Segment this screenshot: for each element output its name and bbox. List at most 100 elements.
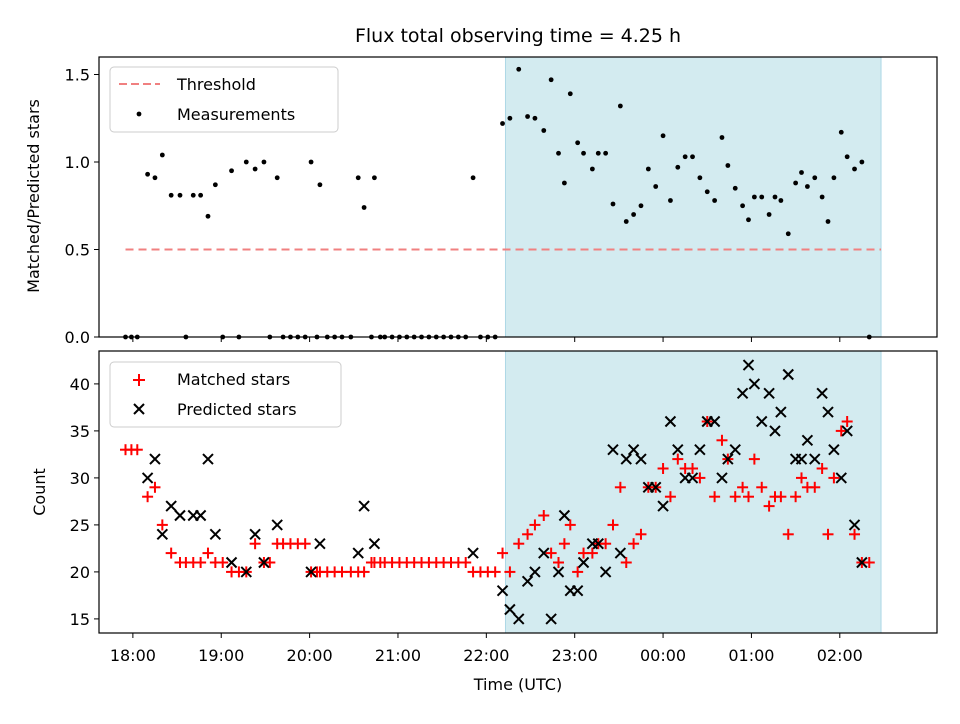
predicted-star-point (742, 359, 755, 371)
top-y-tick-label: 1.5 (65, 66, 90, 85)
matched-star-point (564, 519, 576, 531)
measurement-point (766, 212, 772, 217)
measurement-point (198, 192, 204, 198)
matched-star-point (538, 510, 550, 521)
measurement-point (548, 77, 554, 83)
matched-star-point (748, 453, 760, 465)
predicted-star-point (592, 537, 604, 550)
matched-star-point (863, 557, 875, 568)
top-y-tick-label: 1.0 (65, 153, 90, 172)
measurement-point (838, 129, 844, 135)
matched-star-point (664, 491, 676, 503)
measurement-point (617, 103, 623, 109)
predicted-star-point (856, 556, 868, 569)
measurement-point (660, 133, 666, 139)
predicted-star-point (165, 500, 177, 512)
legend-matched-swatch (133, 374, 145, 386)
predicted-star-point (635, 453, 647, 465)
matched-star-point (816, 463, 828, 474)
predicted-star-point (571, 584, 584, 597)
matched-star-point (460, 557, 472, 568)
matched-star-point (202, 547, 214, 559)
measurement-point (595, 150, 601, 156)
matched-star-point (822, 528, 834, 540)
predicted-star-point (577, 556, 590, 569)
top-observing-window (504, 56, 882, 338)
x-tick-label: 02:00 (817, 646, 863, 665)
predicted-star-point (174, 509, 186, 522)
matched-star-point (504, 566, 516, 578)
predicted-star-point (352, 547, 364, 559)
top-y-axis-label: Matched/Predicted stars (24, 99, 43, 293)
matched-star-point (142, 491, 154, 503)
measurement-point (852, 166, 857, 172)
measurement-point (168, 192, 174, 198)
bottom-axes-frame (98, 350, 938, 634)
legend-threshold-label: Threshold (176, 75, 256, 94)
measurement-point (778, 198, 784, 203)
matched-star-point (586, 547, 598, 559)
measurement-point (725, 163, 731, 168)
matched-star-point (264, 557, 276, 568)
matched-star-point (513, 538, 525, 550)
measurement-point (751, 194, 757, 200)
predicted-star-point (848, 519, 861, 531)
predicted-star-point (240, 566, 252, 578)
predicted-stars-points (141, 359, 868, 625)
measurement-point (507, 115, 513, 121)
measurement-point (205, 213, 211, 219)
predicted-star-point (314, 537, 326, 550)
bottom-y-axis-label: Count (30, 468, 49, 516)
top-legend-box (109, 66, 339, 133)
predicted-star-point (558, 509, 571, 522)
measurement-point (190, 192, 196, 198)
predicted-star-point (225, 556, 238, 569)
predicted-star-point (756, 415, 768, 428)
measurement-point (772, 194, 778, 200)
measurement-point (844, 154, 850, 160)
bottom-y-tick-label: 15 (70, 610, 90, 629)
legend-measurements-swatch (136, 111, 142, 117)
matched-star-point (358, 566, 370, 578)
predicted-star-point (149, 453, 161, 465)
measurement-point (177, 192, 183, 198)
predicted-star-point (545, 613, 557, 625)
matched-star-point (763, 500, 775, 512)
measurement-point (831, 175, 837, 181)
measurement-point (712, 198, 718, 203)
measurement-point (740, 203, 745, 209)
top-axes-frame (98, 56, 938, 338)
measurement-point (261, 159, 267, 165)
matched-star-point (299, 538, 311, 550)
predicted-star-point (729, 443, 741, 456)
predicted-star-point (271, 519, 283, 531)
predicted-star-point (249, 528, 261, 541)
predicted-star-point (202, 453, 214, 465)
measurement-point (631, 212, 637, 217)
predicted-star-point (801, 434, 814, 447)
measurement-point (159, 152, 165, 158)
bottom-observing-window (504, 350, 882, 634)
bottom-legend: Matched stars Predicted stars (109, 361, 342, 428)
matched-star-point (149, 481, 161, 493)
bottom-y-tick-label: 40 (70, 375, 90, 394)
matched-star-point (841, 416, 853, 427)
predicted-star-point (529, 566, 541, 578)
measurement-point (859, 159, 865, 165)
matched-star-point (156, 519, 168, 531)
measurement-point (212, 182, 218, 188)
measurement-point (645, 166, 651, 172)
matched-star-point (796, 472, 808, 484)
matched-star-point (572, 566, 584, 578)
x-tick-label: 01:00 (728, 646, 774, 665)
measurement-point (567, 91, 573, 97)
matched-star-point (529, 519, 541, 531)
predicted-star-point (305, 566, 317, 578)
matched-star-point (217, 557, 229, 568)
predicted-star-point (835, 472, 847, 484)
measurement-point (561, 180, 567, 186)
predicted-star-point (716, 472, 728, 484)
matched-star-point (195, 557, 207, 568)
chart-title: Flux total observing time = 4.25 h (355, 25, 681, 47)
predicted-star-point (513, 613, 525, 625)
